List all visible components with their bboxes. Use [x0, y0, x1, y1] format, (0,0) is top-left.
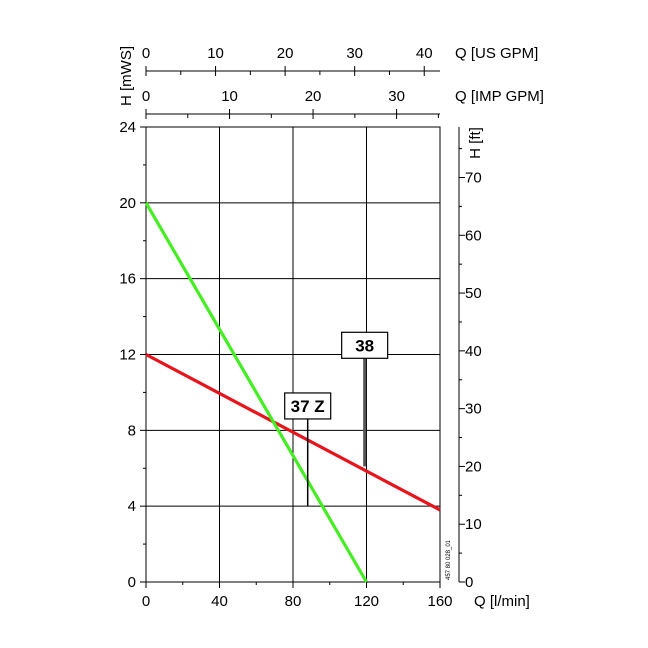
y-tick-label: 12: [119, 347, 136, 364]
x-tick-label: 0: [142, 593, 150, 610]
top-axis-tick-label: 10: [207, 45, 224, 62]
x-tick-label: 160: [427, 593, 452, 610]
top-axis-tick-label: 10: [221, 88, 238, 105]
x-tick-label: 80: [285, 593, 302, 610]
y-tick-label: 4: [128, 498, 136, 515]
y-tick-label: 20: [119, 195, 136, 212]
top-axis-label: Q [IMP GPM]: [455, 88, 544, 105]
ft-tick-label: 50: [465, 285, 482, 302]
annotation-label: 37 Z: [291, 397, 325, 416]
annotation-box: [341, 331, 389, 359]
annotation-box: [284, 392, 332, 420]
ft-tick-label: 40: [465, 343, 482, 360]
top-axis-tick-label: 0: [142, 88, 150, 105]
x-tick-label: 120: [354, 593, 379, 610]
figure-code-text: 457 80 028_01: [446, 539, 452, 580]
ft-tick-label: 10: [465, 516, 482, 533]
ft-tick-label: 70: [465, 170, 482, 187]
ft-axis-label: H [ft]: [467, 127, 484, 159]
top-axis-label: Q [US GPM]: [455, 45, 538, 62]
ft-tick-label: 0: [465, 574, 473, 591]
top-axis-tick-label: 20: [277, 45, 294, 62]
top-axis-tick-label: 20: [305, 88, 322, 105]
x-tick-label: 40: [211, 593, 228, 610]
ft-tick-label: 20: [465, 458, 482, 475]
y-tick-label: 24: [119, 119, 136, 136]
grid: [146, 127, 440, 582]
top-axis-tick-label: 40: [416, 45, 433, 62]
top-axis-tick-label: 0: [142, 45, 150, 62]
ft-tick-label: 30: [465, 401, 482, 418]
y-tick-label: 0: [128, 574, 136, 591]
y-axis-label: H [mWS]: [118, 46, 135, 106]
annotation-label: 38: [355, 336, 374, 355]
curve-line-0: [145, 353, 441, 512]
y-tick-label: 16: [119, 271, 136, 288]
top-axis-tick-label: 30: [388, 88, 405, 105]
y-tick-label: 8: [128, 422, 136, 439]
ft-tick-label: 60: [465, 227, 482, 244]
top-axis-tick-label: 30: [346, 45, 363, 62]
x-axis-label: Q [l/min]: [474, 593, 530, 610]
curve-line-1: [144, 202, 368, 583]
